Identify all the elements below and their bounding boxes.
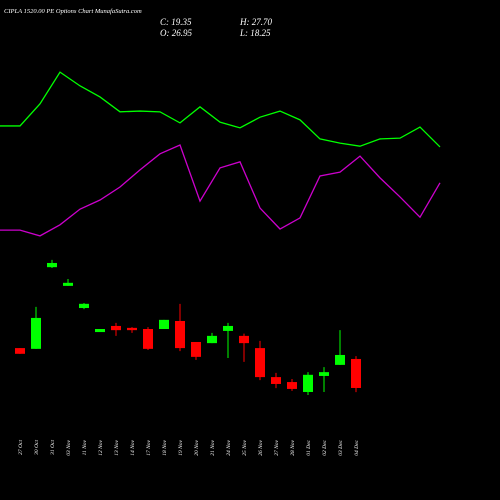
candle-body xyxy=(95,329,105,333)
candle-body xyxy=(127,327,137,331)
x-tick-label: 13 Nov xyxy=(114,439,120,455)
x-tick-label: 01 Dec xyxy=(306,439,312,455)
candle-body xyxy=(287,382,297,389)
candle-body xyxy=(351,358,361,388)
candle-body xyxy=(319,372,329,376)
ohlc-low: L: 18.25 xyxy=(239,28,271,38)
candle-body xyxy=(175,320,185,349)
candle-body xyxy=(255,348,265,378)
x-tick-label: 04 Dec xyxy=(353,439,360,455)
x-tick-label: 14 Nov xyxy=(129,439,136,455)
x-tick-label: 31 Oct xyxy=(50,440,56,456)
candle-body xyxy=(303,374,313,392)
candle-body xyxy=(271,377,281,384)
candle-body xyxy=(79,303,89,309)
x-tick-label: 30 Oct xyxy=(34,440,40,456)
candle-body xyxy=(15,348,25,354)
ohlc-high: H: 27.70 xyxy=(239,17,272,27)
candle-body xyxy=(335,354,345,365)
candle-body xyxy=(159,319,169,330)
x-tick-label: 27 Nov xyxy=(274,439,280,455)
candle-body xyxy=(47,262,57,268)
ohlc-close: C: 19.35 xyxy=(160,17,192,27)
indicator-line xyxy=(0,144,441,237)
x-tick-label: 20 Nov xyxy=(194,439,200,455)
indicator-line xyxy=(0,71,441,148)
x-tick-label: 27 Oct xyxy=(18,440,24,455)
candle-body xyxy=(207,335,217,344)
x-tick-label: 26 Nov xyxy=(258,439,264,455)
candle-body xyxy=(63,282,73,286)
candle-body xyxy=(239,335,249,344)
x-tick-label: 19 Nov xyxy=(178,439,184,455)
x-tick-label: 28 Nov xyxy=(290,439,296,455)
x-tick-label: 21 Nov xyxy=(210,439,216,455)
ohlc-open: O: 26.95 xyxy=(160,28,192,38)
x-tick-label: 11 Nov xyxy=(82,439,88,455)
x-tick-label: 17 Nov xyxy=(146,439,152,455)
x-tick-label: 12 Nov xyxy=(98,439,104,455)
x-tick-label: 03 Nov xyxy=(66,439,72,455)
candle-body xyxy=(143,329,153,349)
candle-body xyxy=(111,325,121,331)
x-tick-label: 02 Dec xyxy=(322,439,328,455)
x-tick-label: 24 Nov xyxy=(225,439,232,455)
candle-body xyxy=(223,325,233,331)
x-tick-label: 03 Dec xyxy=(338,439,344,455)
chart-title: CIPLA 1520.00 PE Options Chart MunafaSut… xyxy=(4,8,142,15)
candle-body xyxy=(191,341,201,357)
x-tick-label: 18 Nov xyxy=(162,439,168,455)
x-tick-label: 25 Nov xyxy=(242,439,248,455)
candle-body xyxy=(31,317,41,349)
